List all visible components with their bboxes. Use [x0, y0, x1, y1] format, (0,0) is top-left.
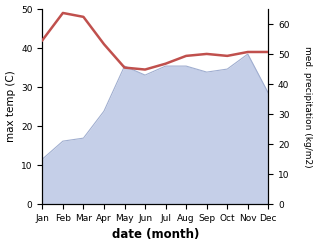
Y-axis label: med. precipitation (kg/m2): med. precipitation (kg/m2) — [303, 46, 313, 167]
X-axis label: date (month): date (month) — [112, 228, 199, 242]
Y-axis label: max temp (C): max temp (C) — [5, 71, 16, 143]
